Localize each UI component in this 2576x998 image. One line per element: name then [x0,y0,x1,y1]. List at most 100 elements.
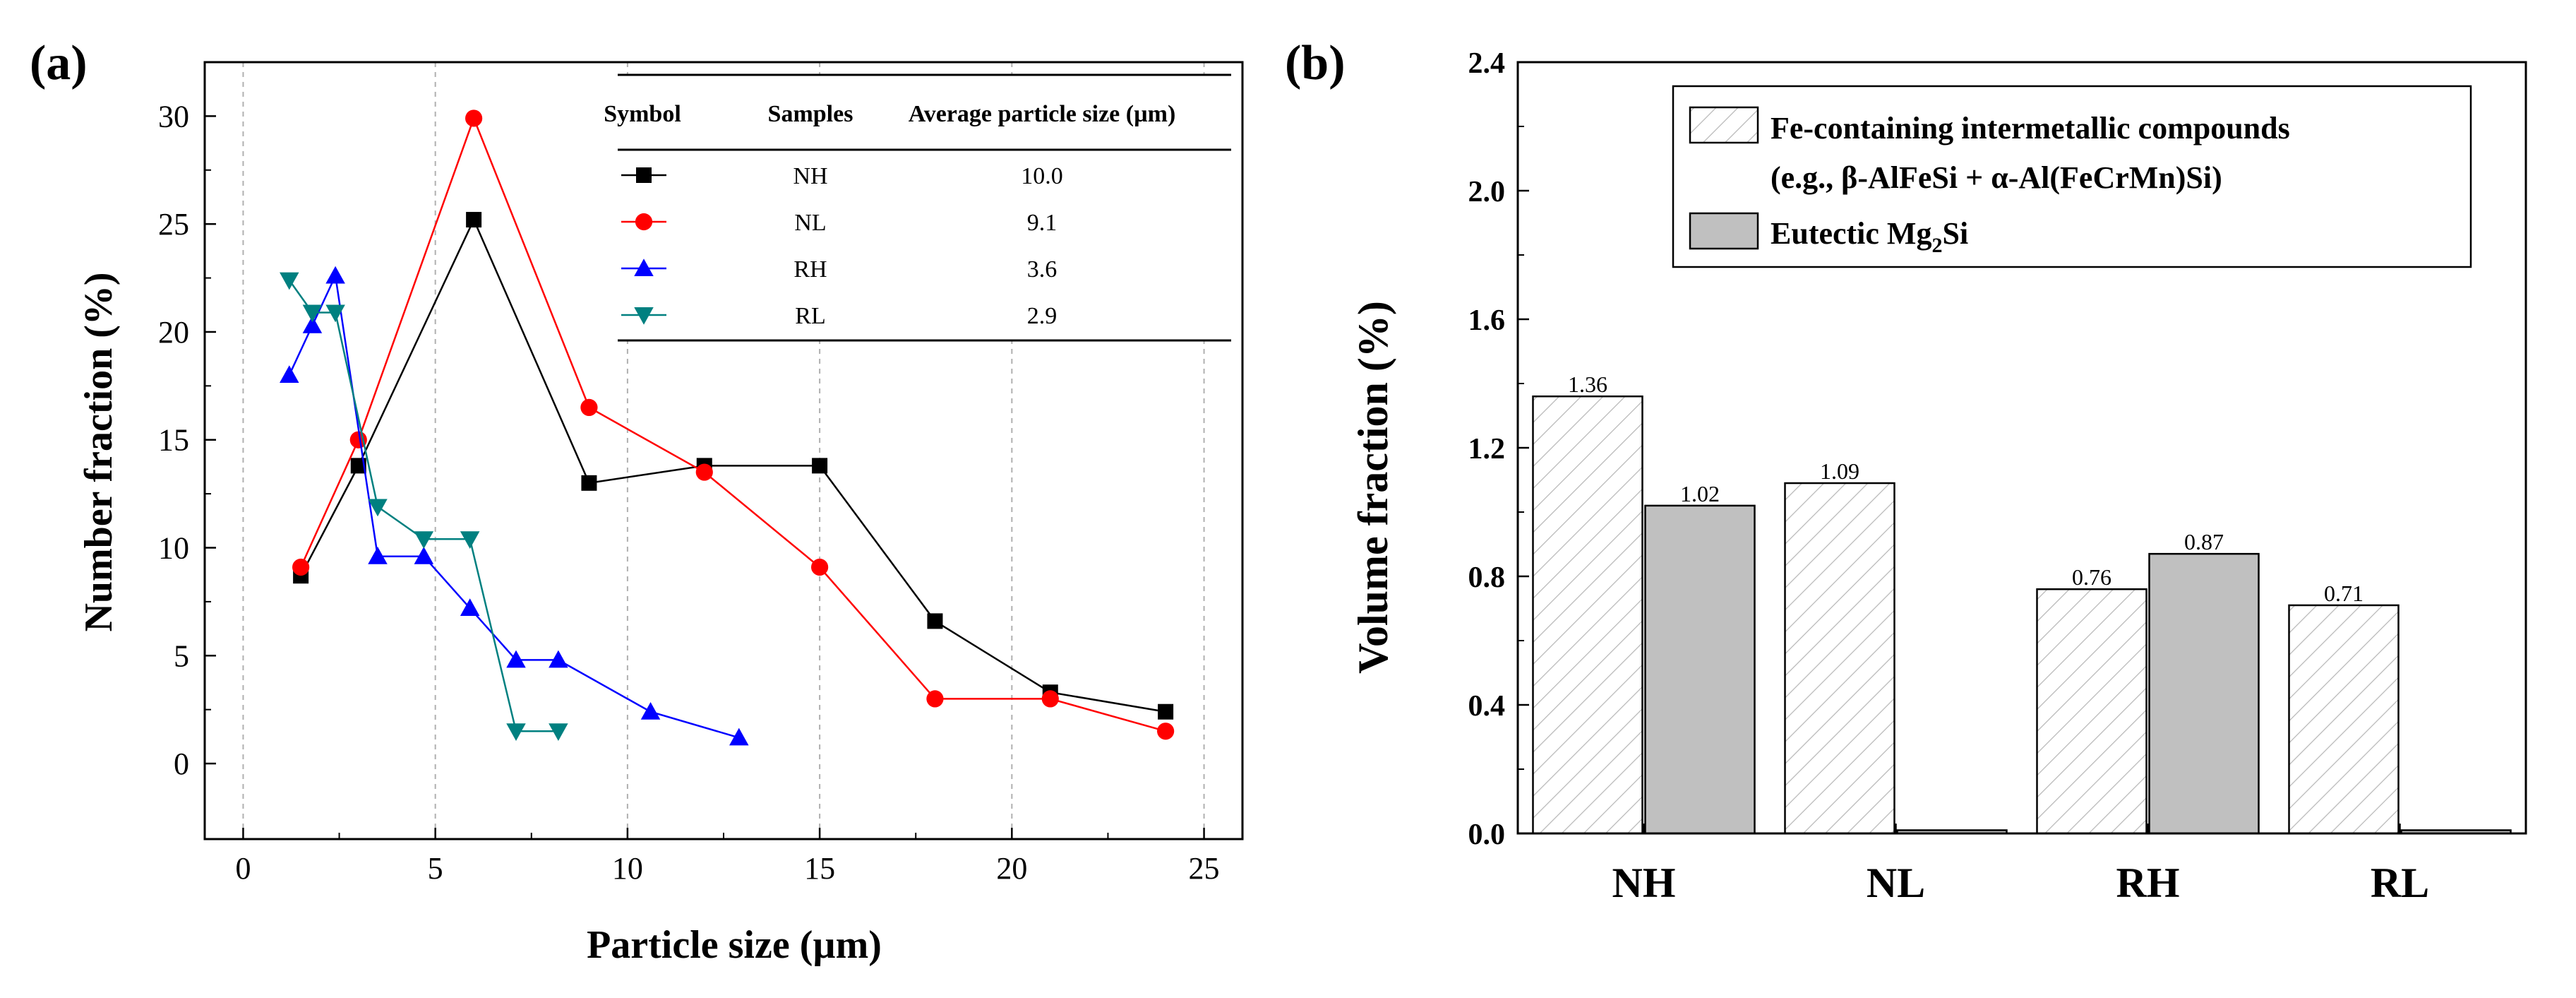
table-cell-average: 9.1 [1027,210,1058,236]
x-tick-label: 10 [612,851,643,886]
chart-a-ticks: 0 5 10 15 20 25 0 5 10 15 20 25 30 [158,99,1220,886]
bar-fe-nh [1532,395,1643,835]
panel-b-label: (b) [1285,36,1346,90]
chart-b-bars: 1.36 1.02 NH 1.09 NL 0.76 0.87 RH 0.71 RL [1532,372,2512,906]
y-tick-label: 1.6 [1468,304,1506,337]
category-label: RL [2371,860,2429,906]
legend-label-fe-line1: Fe-containing intermetallic compounds [1771,111,2290,145]
data-point-rh [302,316,323,333]
x-tick-label: 25 [1189,851,1220,886]
data-point-rl [549,723,568,741]
data-label-fe: 1.36 [1568,372,1607,397]
chart-b-plot-frame [1516,61,2527,835]
bar-fe-rh [2036,588,2147,835]
legend-mg-prefix: Eutectic Mg [1771,216,1931,251]
data-point-nh [812,458,828,474]
data-point-nl [580,398,598,416]
data-point-nl [695,463,713,481]
y-tick-label: 2.4 [1468,47,1506,80]
data-point-rh [549,650,568,668]
y-tick-label: 2.0 [1468,176,1506,208]
data-point-rh [414,546,434,564]
legend-label-mg2si: Eutectic Mg2Si [1771,216,1968,257]
legend-label-fe-line2: (e.g., β-AlFeSi + α-Al(FeCrMn)Si) [1771,160,2222,195]
category-label: RH [2116,860,2180,906]
bar-mg2si-nh [1644,504,1756,835]
x-tick-label: 20 [996,851,1027,886]
chart-a-y-axis-label: Number fraction (%) [77,272,121,631]
table-symbol-marker-rl [634,307,654,325]
chart-a-x-axis-label: Particle size (µm) [587,923,882,967]
y-tick-label: 5 [174,638,189,673]
legend-swatch-fe [1689,106,1759,144]
data-point-rh [506,650,526,668]
legend-swatch-mg2si [1689,212,1759,250]
category-label: NH [1612,860,1676,906]
chart-a-legend-table: Symbol Samples Average particle size (µm) N… [604,73,1231,342]
data-point-rh [280,365,299,384]
legend-mg-subscript: 2 [1931,234,1942,257]
y-tick-label: 0.0 [1468,819,1506,851]
data-point-rl [280,272,299,290]
data-label-mg2si: 0.87 [2184,529,2224,554]
table-symbol-marker-nh [636,167,652,183]
data-label-fe: 0.71 [2324,581,2364,606]
y-tick-label: 25 [158,207,189,242]
chart-a-plot-frame [203,61,1244,840]
table-cell-sample: RL [795,303,825,329]
bar-fe-nl [1784,482,1895,835]
data-point-nl [1157,723,1175,740]
series-line-rh [288,273,740,739]
y-tick-label: 0 [174,747,189,781]
data-point-nh [466,212,482,228]
chart-b-axes [1516,61,2527,835]
chart-a-axes [203,61,1244,840]
data-point-nh [581,475,597,491]
table-cell-sample: NH [793,163,827,189]
data-point-rl [325,304,345,323]
data-point-nl [292,558,310,576]
legend-mg-suffix: Si [1942,216,1968,251]
data-point-rh [325,266,345,284]
x-tick-label: 0 [235,851,251,886]
bar-fe-rl [2288,604,2400,835]
category-label: NL [1867,860,1925,906]
y-tick-label: 1.2 [1468,433,1506,465]
data-point-rh [640,701,661,720]
data-label-fe: 0.76 [2072,564,2111,590]
y-tick-label: 15 [158,423,189,458]
data-point-rh [729,727,749,746]
y-tick-label: 0.4 [1468,690,1506,723]
y-tick-label: 20 [158,315,189,350]
y-tick-label: 10 [158,531,189,566]
x-tick-label: 5 [428,851,443,886]
data-point-rl [368,499,388,517]
table-cell-average: 3.6 [1027,256,1058,283]
table-header-average: Average particle size (µm) [909,101,1176,127]
panel-a-label: (a) [30,36,88,90]
data-point-rl [460,531,480,550]
y-tick-label: 30 [158,99,189,133]
data-point-rh [368,546,388,564]
table-symbol-marker-nl [635,213,653,231]
chart-a-series [280,109,1175,746]
bar-mg2si-rh [2148,552,2260,835]
chart-b-legend: Fe-containing intermetallic compounds (e… [1672,85,2472,268]
table-cell-sample: NL [794,210,826,236]
x-tick-label: 15 [804,851,835,886]
table-symbol-marker-rh [634,259,654,276]
chart-b-ticks: 0.0 0.4 0.8 1.2 1.6 2.0 2.4 [1468,47,2401,851]
y-tick-label: 0.8 [1468,562,1506,594]
data-point-nh [1158,703,1174,720]
legend-frame [1672,85,2472,268]
table-cell-average: 10.0 [1021,163,1063,189]
data-point-rh [460,598,480,617]
chart-b-y-axis-label: Volume fraction (%) [1350,301,1396,674]
data-point-rl [414,531,434,550]
table-header-symbol: Symbol [604,101,681,127]
table-cell-average: 2.9 [1027,303,1058,329]
table-background [618,75,1231,340]
data-point-nh [350,458,366,474]
data-point-rl [302,304,323,323]
